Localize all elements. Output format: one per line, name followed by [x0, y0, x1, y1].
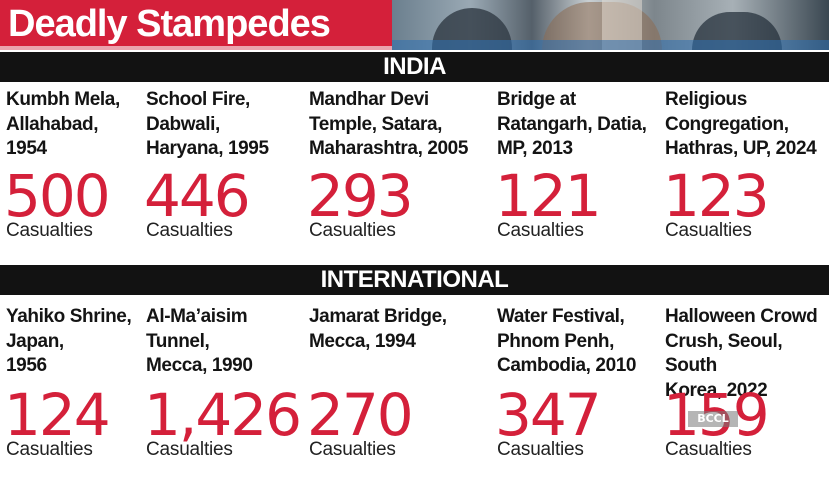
section-header-india: INDIA — [0, 52, 829, 82]
casualty-count: 124 — [4, 381, 111, 449]
casualty-count: 270 — [307, 381, 414, 449]
casualty-label: Casualties — [146, 439, 233, 460]
casualty-label: Casualties — [6, 439, 93, 460]
casualty-label: Casualties — [497, 220, 584, 241]
casualty-label: Casualties — [665, 439, 752, 460]
title-banner: Deadly Stampedes — [0, 0, 392, 50]
title-underline — [0, 46, 392, 50]
casualty-count: 293 — [307, 162, 414, 230]
page-title: Deadly Stampedes — [8, 3, 331, 45]
event-location: Bridge at Ratangarh, Datia, MP, 2013 — [497, 89, 647, 159]
casualty-label: Casualties — [309, 439, 396, 460]
event-location: Religious Congregation, Hathras, UP, 202… — [665, 89, 817, 159]
casualty-count: 446 — [144, 162, 251, 230]
event-location: Mandhar Devi Temple, Satara, Maharashtra… — [309, 89, 469, 159]
casualty-label: Casualties — [497, 439, 584, 460]
casualty-count: 347 — [495, 381, 602, 449]
casualty-count: 123 — [663, 162, 770, 230]
casualty-label: Casualties — [146, 220, 233, 241]
casualty-label: Casualties — [6, 220, 93, 241]
header: Deadly Stampedes — [0, 0, 829, 50]
casualty-count: 121 — [495, 162, 602, 230]
casualty-label: Casualties — [665, 220, 752, 241]
event-location: Water Festival, Phnom Penh, Cambodia, 20… — [497, 306, 637, 376]
watermark: BCCL — [688, 411, 738, 427]
event-location: Kumbh Mela, Allahabad, 1954 — [6, 89, 120, 159]
casualty-label: Casualties — [309, 220, 396, 241]
event-location: Yahiko Shrine, Japan, 1956 — [6, 306, 132, 376]
event-location: Jamarat Bridge, Mecca, 1994 — [309, 306, 447, 352]
header-photo — [392, 0, 829, 50]
event-location: School Fire, Dabwali, Haryana, 1995 — [146, 89, 269, 159]
event-location: Al-Ma’aisim Tunnel, Mecca, 1990 — [146, 306, 253, 376]
casualty-count: 500 — [4, 162, 111, 230]
photo-stripe — [392, 40, 829, 50]
event-location: Halloween Crowd Crush, Seoul, South Kore… — [665, 306, 818, 401]
section-header-international: INTERNATIONAL — [0, 265, 829, 295]
casualty-count: 1,426 — [144, 381, 302, 449]
